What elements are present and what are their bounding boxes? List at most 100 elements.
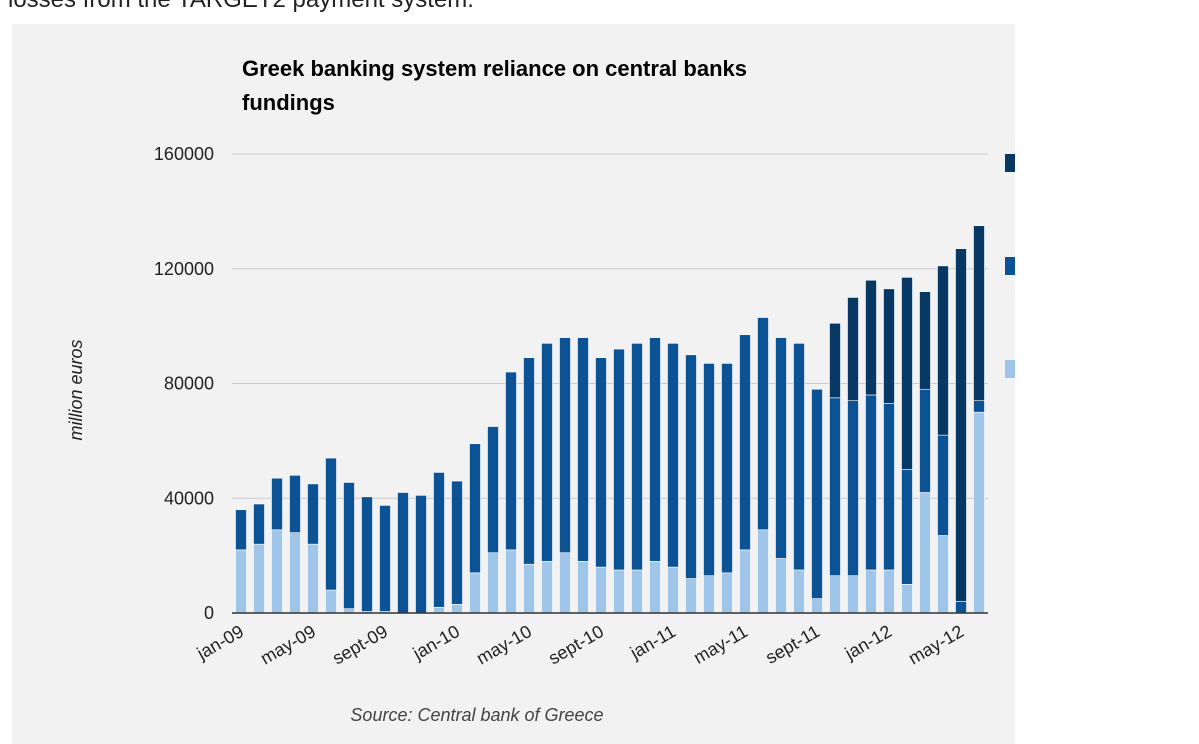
y-tick-label: 160000	[154, 144, 214, 164]
y-tick-label: 120000	[154, 259, 214, 279]
top-text: losses from the TARGET2 payment system.	[8, 0, 474, 14]
bar-segment-main	[775, 558, 787, 614]
bar-segment-ltro	[559, 337, 571, 554]
bar-segment-ltro	[919, 388, 931, 493]
bar-segment-ltro	[613, 348, 625, 571]
bar-segment-ltro	[901, 469, 913, 585]
bar-segment-main	[577, 561, 589, 614]
bar-segment-ela	[865, 279, 877, 396]
bar-segment-main	[541, 561, 553, 614]
y-tick-label: 80000	[164, 374, 214, 394]
bar-segment-main	[523, 563, 535, 614]
bar-segment-main	[235, 549, 247, 614]
bar-segment-ela	[973, 225, 985, 402]
bar-segment-main	[469, 572, 481, 614]
x-tick-label: sept-11	[762, 621, 823, 668]
chart-title-line-2: fundings	[242, 90, 335, 115]
bar-segment-main	[937, 535, 949, 614]
chart-title-line-1: Greek banking system reliance on central…	[242, 56, 747, 81]
x-tick-label: jan-10	[409, 621, 463, 664]
bar-segment-main	[667, 566, 679, 614]
bar-segment-ltro	[793, 343, 805, 571]
x-tick-label: may-09	[257, 621, 319, 668]
bar-segment-ltro	[865, 394, 877, 571]
x-tick-label: jan-12	[841, 621, 895, 664]
bar-segment-ltro	[883, 403, 895, 571]
x-tick-label: jan-11	[626, 621, 679, 663]
bar-segment-ltro	[361, 496, 373, 612]
bar-segment-ltro	[469, 443, 481, 574]
bar-segment-ltro	[271, 477, 283, 531]
y-axis-title: million euros	[66, 339, 86, 440]
bar-segment-ltro	[487, 426, 499, 554]
x-tick-label: may-11	[690, 621, 751, 668]
bar-segment-main	[433, 606, 445, 614]
bar-segment-ltro	[847, 400, 859, 577]
bar-segment-main	[919, 492, 931, 614]
legend-swatch	[1005, 154, 1015, 172]
bar-segment-main	[811, 598, 823, 614]
bar-segment-main	[883, 569, 895, 614]
bar-segment-main	[325, 589, 337, 614]
x-tick-label: jan-09	[193, 621, 247, 664]
bar-segment-ltro	[685, 354, 697, 579]
x-tick-label: sept-09	[329, 621, 391, 668]
bar-segment-ela	[883, 288, 895, 404]
bar-segment-main	[973, 411, 985, 614]
bar-segment-ltro	[379, 505, 391, 612]
bar-segment-ltro	[739, 334, 751, 551]
bar-segment-ltro	[775, 337, 787, 559]
bar-segment-ltro	[937, 434, 949, 536]
y-tick-label: 0	[204, 603, 214, 623]
bar-segment-ltro	[649, 337, 661, 562]
bar-segment-main	[559, 552, 571, 614]
bar-segment-ltro	[451, 480, 463, 605]
bar-segment-ltro	[577, 337, 589, 562]
bar-segment-ela	[919, 291, 931, 390]
bar-segment-main	[487, 552, 499, 614]
bar-segment-ltro	[343, 482, 355, 609]
chart-panel: Greek banking system reliance on central…	[12, 24, 1015, 744]
bar-segment-main	[901, 584, 913, 614]
bar-segment-main	[865, 569, 877, 614]
bar-segment-main	[307, 543, 319, 614]
bar-segment-ltro	[289, 474, 301, 533]
bar-segment-ltro	[667, 343, 679, 568]
bar-segment-ltro	[955, 601, 967, 614]
bars	[235, 225, 985, 614]
bar-segment-ltro	[757, 317, 769, 531]
bar-segment-ltro	[397, 492, 409, 614]
bar-segment-main	[271, 529, 283, 614]
bar-segment-main	[829, 575, 841, 614]
bar-segment-ltro	[415, 495, 427, 614]
bar-segment-main	[721, 572, 733, 614]
bar-segment-ela	[937, 265, 949, 436]
bar-segment-main	[451, 604, 463, 614]
bar-segment-ela	[847, 297, 859, 402]
legend: EmergencyliquidityassistanceLonger-termr…	[1005, 154, 1015, 378]
legend-swatch	[1005, 360, 1015, 378]
bar-chart: Greek banking system reliance on central…	[66, 56, 1015, 725]
bar-segment-main	[289, 532, 301, 614]
bar-segment-main	[793, 569, 805, 614]
bar-segment-ltro	[811, 388, 823, 599]
bar-segment-main	[613, 569, 625, 614]
bar-segment-ltro	[721, 363, 733, 574]
bar-segment-ltro	[595, 357, 607, 568]
bar-segment-main	[757, 529, 769, 614]
bar-segment-ltro	[325, 457, 337, 591]
bar-segment-main	[739, 549, 751, 614]
bar-segment-ltro	[973, 400, 985, 413]
bar-segment-main	[649, 561, 661, 614]
bar-segment-main	[505, 549, 517, 614]
bar-segment-ltro	[505, 371, 517, 551]
bar-segment-main	[685, 578, 697, 614]
bar-segment-main	[253, 543, 265, 614]
bar-segment-ltro	[253, 503, 265, 545]
bar-segment-ela	[901, 277, 913, 470]
bar-segment-ltro	[235, 509, 247, 551]
gridlines	[232, 153, 988, 499]
bar-segment-ltro	[703, 363, 715, 577]
bar-segment-ela	[955, 248, 967, 602]
bar-segment-ltro	[433, 472, 445, 608]
